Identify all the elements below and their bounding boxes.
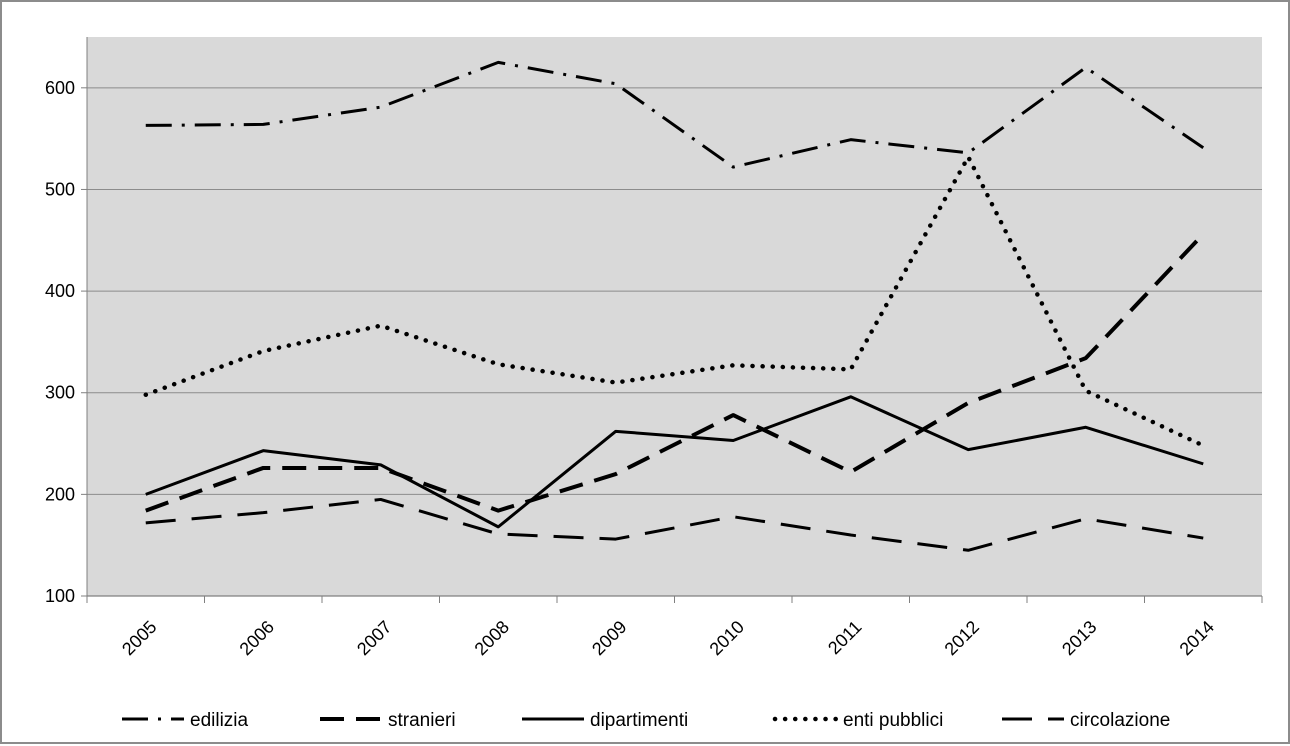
legend-label: edilizia [190, 710, 249, 731]
x-tick-label: 2013 [1058, 617, 1100, 659]
series-line-edilizia [145, 60, 1205, 169]
series-line-dipartimenti [145, 395, 1204, 529]
legend-label: stranieri [388, 710, 456, 731]
x-tick-label: 2009 [588, 617, 630, 659]
y-tick-label: 400 [45, 281, 75, 301]
y-tick-label: 500 [45, 179, 75, 199]
legend-item: stranieri [320, 710, 456, 731]
x-tick-label: 2012 [941, 617, 983, 659]
x-tick-label: 2006 [236, 617, 278, 659]
x-tick-label: 2007 [353, 617, 395, 659]
series-lines [143, 60, 1206, 552]
series-line-enti-pubblici [143, 154, 1206, 448]
y-tick-label: 100 [45, 586, 75, 606]
series-line-circolazione [145, 497, 1204, 552]
series-line-stranieri [145, 232, 1205, 513]
legend-item: dipartimenti [522, 710, 688, 731]
legend-label: circolazione [1070, 710, 1170, 731]
x-tick-label: 2011 [824, 617, 866, 659]
legend-item: circolazione [1002, 710, 1170, 731]
plot-area [87, 37, 1262, 596]
legend-label: dipartimenti [590, 710, 688, 731]
y-tick-label: 200 [45, 484, 75, 504]
legend-item: enti pubblici [772, 710, 943, 731]
x-tick-label: 2005 [118, 617, 160, 659]
x-tick-label: 2010 [706, 617, 748, 659]
y-tick-label: 600 [45, 78, 75, 98]
gridlines [87, 87, 1262, 495]
legend-label: enti pubblici [843, 710, 943, 731]
legend-item: edilizia [122, 710, 249, 731]
y-tick-label: 300 [45, 383, 75, 403]
x-tick-label: 2014 [1176, 617, 1218, 659]
legend: edilizia stranieri dipartimenti enti pubbli… [122, 710, 1170, 731]
x-tick-label: 2008 [471, 617, 513, 659]
